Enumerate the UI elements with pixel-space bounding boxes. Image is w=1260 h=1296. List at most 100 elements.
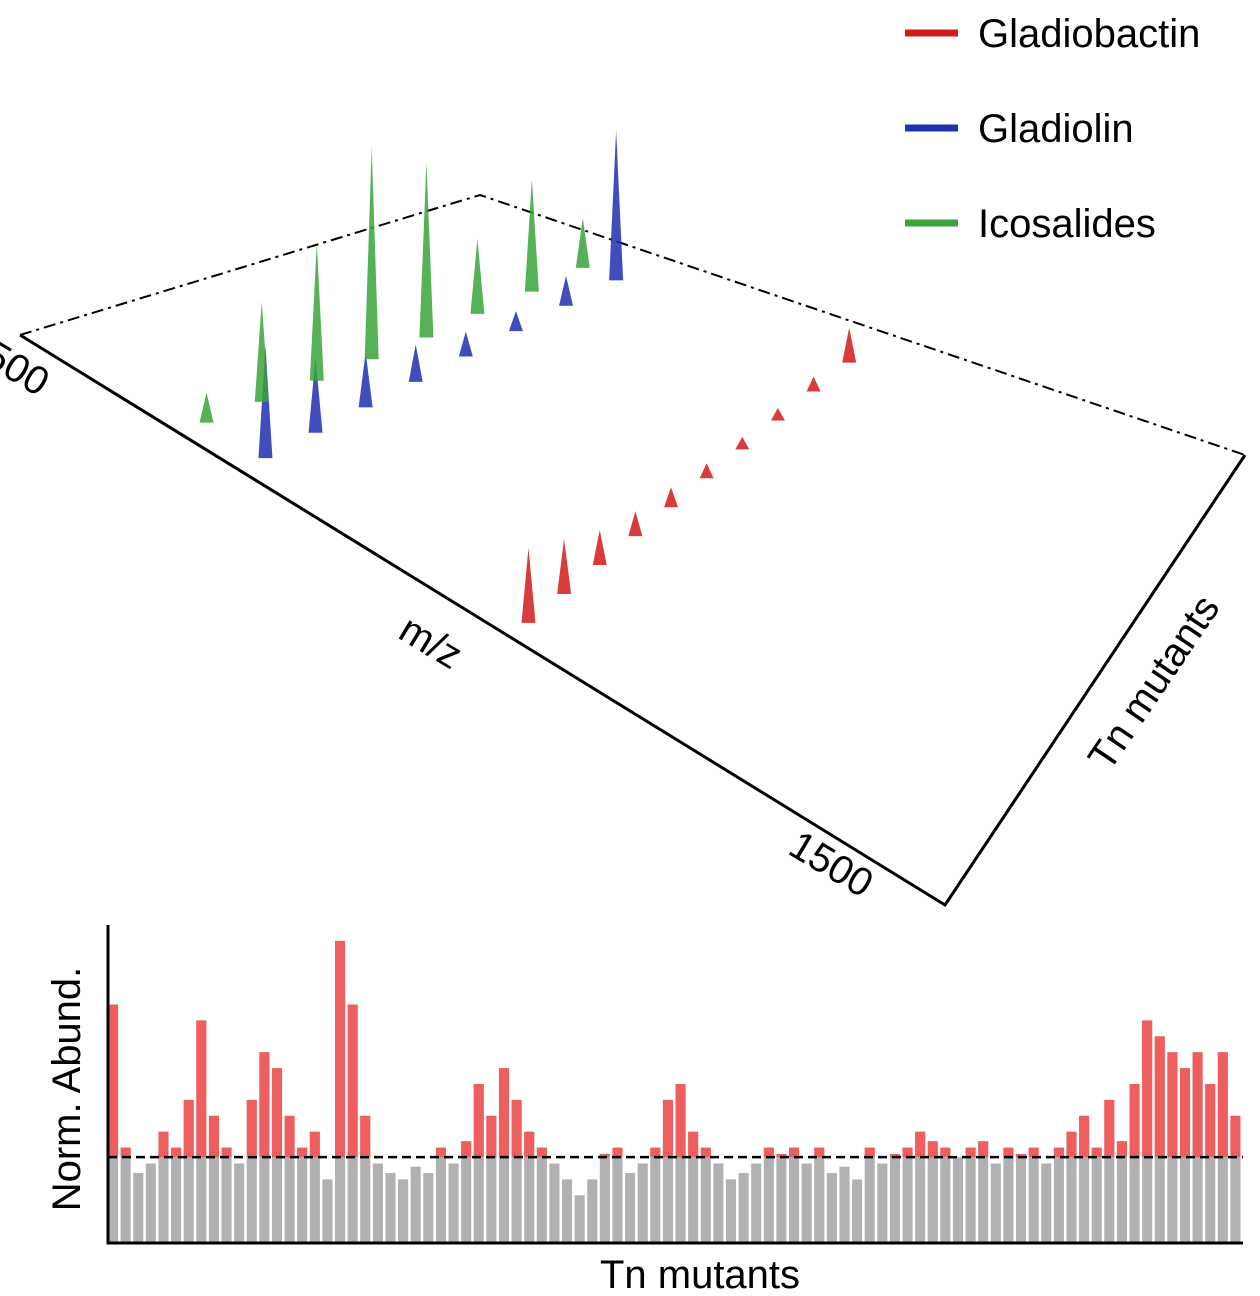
bar bbox=[234, 1163, 245, 1243]
bar-above-threshold bbox=[700, 1147, 711, 1158]
floor-edge bbox=[19, 333, 1247, 908]
bar-above-threshold bbox=[1129, 1084, 1140, 1158]
bar bbox=[221, 1147, 232, 1243]
bar-above-threshold bbox=[1104, 1099, 1115, 1158]
bar-above-threshold bbox=[1116, 1141, 1127, 1158]
bar bbox=[297, 1147, 308, 1243]
bar-above-threshold bbox=[208, 1115, 219, 1158]
bar bbox=[549, 1163, 560, 1243]
bar bbox=[423, 1173, 434, 1243]
bar-above-threshold bbox=[1053, 1147, 1064, 1158]
peak bbox=[309, 243, 324, 381]
bar-above-threshold bbox=[259, 1052, 270, 1158]
bar-above-threshold bbox=[864, 1147, 875, 1158]
bar bbox=[536, 1147, 547, 1243]
bar-above-threshold bbox=[688, 1131, 699, 1158]
bar-above-threshold bbox=[662, 1099, 673, 1158]
peak bbox=[521, 547, 536, 623]
bar-above-threshold bbox=[284, 1115, 295, 1158]
bar bbox=[461, 1141, 472, 1243]
bar-above-threshold bbox=[536, 1147, 547, 1158]
bar-above-threshold bbox=[246, 1099, 257, 1158]
bar bbox=[208, 1115, 219, 1243]
bar-above-threshold bbox=[435, 1147, 446, 1158]
bar bbox=[915, 1131, 926, 1243]
bar-above-threshold bbox=[1154, 1036, 1165, 1158]
bar bbox=[284, 1115, 295, 1243]
bar bbox=[562, 1179, 573, 1243]
bar-above-threshold bbox=[524, 1131, 535, 1158]
bar bbox=[486, 1115, 497, 1243]
peak bbox=[199, 392, 214, 423]
bar-above-threshold bbox=[902, 1147, 913, 1158]
bar-above-threshold bbox=[1079, 1115, 1090, 1158]
bar-above-threshold bbox=[675, 1084, 686, 1158]
peak bbox=[575, 217, 590, 268]
bar bbox=[688, 1131, 699, 1243]
bar bbox=[990, 1163, 1001, 1243]
bar-above-threshold bbox=[915, 1131, 926, 1158]
bar bbox=[902, 1147, 913, 1243]
bar-above-threshold bbox=[360, 1115, 371, 1158]
bar bbox=[1053, 1147, 1064, 1243]
bar-above-threshold bbox=[978, 1141, 989, 1158]
peak bbox=[842, 327, 857, 363]
bar bbox=[952, 1157, 964, 1243]
axes bbox=[106, 925, 1243, 1245]
bar bbox=[360, 1115, 371, 1243]
bar bbox=[814, 1147, 825, 1243]
bar-above-threshold bbox=[927, 1141, 938, 1158]
bar bbox=[410, 1166, 421, 1243]
bar-above-threshold bbox=[221, 1147, 232, 1158]
bar bbox=[763, 1147, 774, 1243]
bar bbox=[1116, 1141, 1127, 1243]
bar bbox=[1003, 1147, 1014, 1243]
bar bbox=[978, 1141, 989, 1243]
bar bbox=[246, 1099, 257, 1243]
back-edge bbox=[19, 193, 1246, 456]
x-axis-label: Tn mutants bbox=[600, 1253, 800, 1296]
bar bbox=[1079, 1115, 1090, 1243]
bar bbox=[877, 1163, 888, 1243]
bar bbox=[637, 1163, 648, 1243]
peak bbox=[557, 538, 572, 594]
bar bbox=[625, 1173, 636, 1243]
bar bbox=[1230, 1115, 1241, 1243]
peak bbox=[735, 436, 750, 450]
bar bbox=[965, 1147, 976, 1243]
bar bbox=[801, 1163, 812, 1243]
bar bbox=[171, 1147, 182, 1243]
bar-above-threshold bbox=[297, 1147, 308, 1158]
bar-above-threshold bbox=[335, 940, 346, 1158]
peak bbox=[609, 130, 624, 281]
bar bbox=[864, 1147, 875, 1243]
bar-above-threshold bbox=[1066, 1131, 1077, 1158]
bar-above-threshold bbox=[347, 1004, 358, 1158]
bar-above-threshold bbox=[1091, 1147, 1102, 1158]
bar-above-threshold bbox=[599, 1153, 610, 1158]
bar-above-threshold bbox=[486, 1115, 497, 1158]
bar-above-threshold bbox=[108, 1004, 119, 1158]
bar bbox=[700, 1147, 711, 1243]
peak bbox=[358, 352, 373, 408]
bar-above-threshold bbox=[1028, 1147, 1039, 1158]
bar bbox=[751, 1163, 762, 1243]
bar-above-threshold bbox=[889, 1153, 900, 1158]
bar-above-threshold bbox=[498, 1068, 510, 1158]
peak bbox=[508, 311, 523, 332]
bar bbox=[145, 1163, 156, 1243]
x-tick-label: 500 bbox=[0, 333, 57, 405]
peak bbox=[308, 357, 323, 433]
bar bbox=[852, 1179, 863, 1243]
bar bbox=[839, 1166, 850, 1243]
bar bbox=[322, 1179, 333, 1243]
peak bbox=[254, 301, 269, 402]
bar-above-threshold bbox=[1205, 1084, 1216, 1158]
bar-above-threshold bbox=[511, 1099, 522, 1158]
peak bbox=[559, 275, 574, 306]
bar-above-threshold bbox=[763, 1147, 774, 1158]
bar-above-threshold bbox=[1167, 1052, 1178, 1158]
bar-above-threshold bbox=[183, 1099, 194, 1158]
bar bbox=[133, 1173, 144, 1243]
bar bbox=[1066, 1131, 1077, 1243]
